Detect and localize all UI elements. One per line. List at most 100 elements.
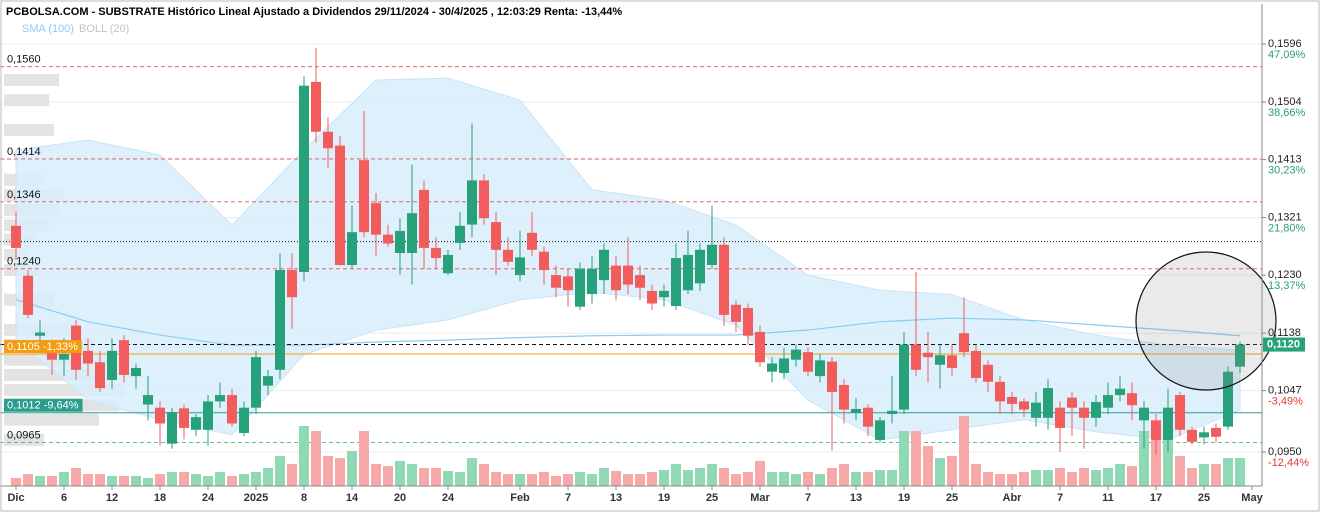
candle-body [1199, 432, 1209, 438]
x-tick-label: 19 [658, 492, 670, 504]
volume-bar [455, 472, 465, 486]
candle-body [539, 251, 549, 271]
candle-body [1175, 395, 1185, 430]
candle-body [563, 276, 573, 291]
volume-bar [83, 474, 93, 486]
candle-body [635, 275, 645, 288]
x-tick-label: 7 [805, 492, 811, 504]
volume-bar [623, 474, 633, 486]
volume-bar [671, 464, 681, 486]
volume-bar [743, 472, 753, 486]
volume-bar [1223, 458, 1233, 486]
candle-body [143, 395, 153, 405]
candle-body [887, 410, 897, 415]
volume-bar [1187, 468, 1197, 486]
x-tick-label: 20 [394, 492, 406, 504]
volume-bar [215, 472, 225, 486]
candle-body [251, 357, 261, 408]
candle-body [479, 180, 489, 219]
x-tick-label: 6 [61, 492, 67, 504]
candle-body [59, 354, 69, 360]
candle-body [743, 307, 753, 336]
candle-body [803, 352, 813, 372]
volume-bar [1007, 474, 1017, 486]
y-tick-label: 0,1504 [1268, 96, 1302, 108]
candle-body [1079, 407, 1089, 418]
volume-bar [1139, 431, 1149, 486]
y-tick-label: 0,1138 [1268, 327, 1301, 339]
candle-body [467, 180, 477, 225]
volume-bar [275, 456, 285, 486]
level-label: 0,1105 -1,33% [7, 341, 78, 353]
volume-bar [599, 468, 609, 486]
candle-body [755, 331, 765, 363]
candle-body [647, 290, 657, 304]
y-tick-percent: -12,44% [1268, 457, 1309, 469]
x-tick-label: 12 [106, 492, 118, 504]
candle-body [83, 350, 93, 364]
volume-bar [467, 458, 477, 486]
volume-bar [1103, 468, 1113, 486]
volume-bar [875, 470, 885, 486]
candle-body [491, 222, 501, 250]
candle-body [1055, 407, 1065, 428]
x-tick-label: 7 [565, 492, 571, 504]
candle-body [827, 361, 837, 392]
volume-bar [203, 476, 213, 486]
x-tick-label: 8 [301, 492, 307, 504]
volume-profile-bar [4, 73, 59, 86]
volume-bar [695, 468, 705, 486]
candle-body [911, 344, 921, 370]
legend-entry: SMA (100) [22, 23, 74, 35]
candle-body [1127, 393, 1137, 406]
volume-bar [71, 468, 81, 486]
candle-body [503, 249, 513, 262]
volume-bar [47, 476, 57, 486]
volume-bar [779, 472, 789, 486]
candle-body [395, 230, 405, 253]
volume-bar [803, 472, 813, 486]
level-label: 0,1346 [7, 189, 41, 201]
volume-bar [491, 472, 501, 486]
candle-body [947, 355, 957, 368]
x-tick-label: 19 [898, 492, 910, 504]
volume-bar [1091, 470, 1101, 486]
x-tick-label: 24 [442, 492, 455, 504]
volume-bar [539, 472, 549, 486]
candle-body [107, 350, 117, 380]
volume-bar [755, 461, 765, 486]
volume-profile-bar [4, 94, 49, 107]
candle-body [443, 254, 453, 274]
volume-bar [503, 474, 513, 486]
volume-bar [839, 464, 849, 486]
volume-bar [515, 474, 525, 486]
candle-body [707, 244, 717, 265]
candle-body [287, 270, 297, 298]
candle-body [611, 265, 621, 291]
candle-body [215, 395, 225, 402]
volume-bar [527, 474, 537, 486]
candle-body [299, 85, 309, 272]
volume-bar [959, 416, 969, 486]
volume-bar [1175, 456, 1185, 486]
volume-bar [347, 451, 357, 486]
volume-bar [395, 461, 405, 486]
candle-body [1043, 388, 1053, 418]
current-price-tag [1263, 337, 1305, 352]
candle-body [23, 275, 33, 315]
candle-body [527, 232, 537, 250]
y-tick-percent: -3,49% [1268, 396, 1303, 408]
candle-body [851, 408, 861, 413]
candle-body [551, 275, 561, 288]
x-tick-label: 14 [346, 492, 359, 504]
volume-bar [1199, 464, 1209, 486]
volume-bar [887, 470, 897, 486]
candle-body [11, 225, 21, 248]
volume-bar [659, 470, 669, 486]
candle-body [311, 81, 321, 132]
volume-profile-bar [4, 433, 44, 446]
candle-body [167, 412, 177, 444]
volume-bar [263, 468, 273, 486]
x-tick-label: Abr [1003, 492, 1023, 504]
volume-profile-bar [4, 123, 54, 136]
